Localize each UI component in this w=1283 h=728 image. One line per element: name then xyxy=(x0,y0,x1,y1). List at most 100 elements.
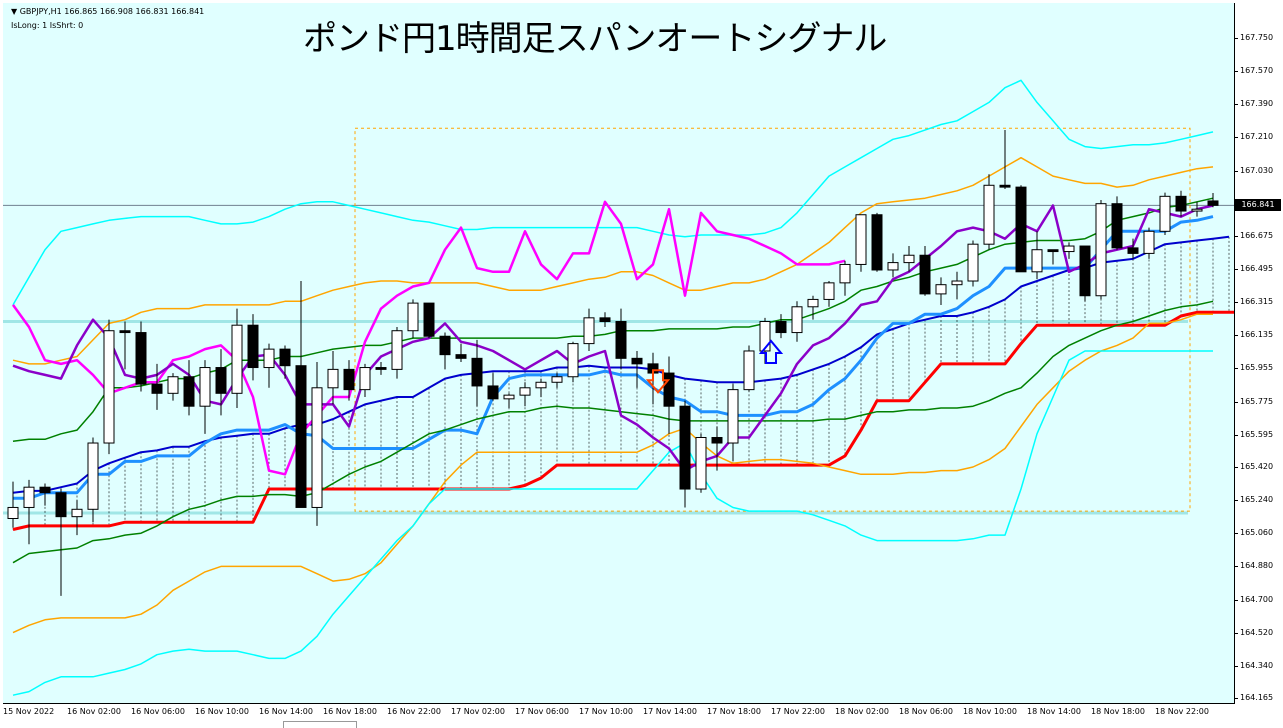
bull-candle xyxy=(519,387,531,396)
time-tick-label: 17 Nov 14:00 xyxy=(643,707,697,716)
bull-candle xyxy=(855,214,867,265)
bull-candle xyxy=(807,298,819,308)
symbol-ohlc-text: GBPJPY,H1 166.865 166.908 166.831 166.84… xyxy=(19,7,205,16)
price-tick-label: 167.390 xyxy=(1240,99,1274,109)
price-tick-mark xyxy=(1234,599,1238,601)
collapse-arrow-icon[interactable]: ▼ xyxy=(11,7,18,16)
time-axis[interactable]: 15 Nov 2022 16 Nov 02:00 16 Nov 06:00 16 No… xyxy=(0,703,1234,727)
bull-candle xyxy=(583,317,595,345)
bull-candle xyxy=(199,367,211,407)
bear-candle xyxy=(1175,195,1187,212)
price-tick-mark xyxy=(1234,302,1238,304)
bear-candle xyxy=(55,492,67,518)
price-tick-mark xyxy=(1234,104,1238,106)
bear-candle xyxy=(663,372,675,407)
price-tick-mark xyxy=(1234,500,1238,502)
price-tick-label: 167.210 xyxy=(1240,132,1274,142)
price-tick-label: 165.240 xyxy=(1240,495,1274,505)
bull-candle xyxy=(1143,230,1155,254)
time-tick-label: 18 Nov 14:00 xyxy=(1027,707,1081,716)
price-tick-label: 167.570 xyxy=(1240,66,1274,76)
price-tick-label: 166.135 xyxy=(1240,330,1274,340)
bull-candle xyxy=(87,442,99,510)
buy-arrow-icon xyxy=(758,339,784,364)
bear-candle xyxy=(455,354,467,359)
bull-candle xyxy=(391,330,403,370)
bull-candle xyxy=(759,321,771,352)
bull-candle xyxy=(743,350,755,391)
bull-candle xyxy=(1063,245,1075,253)
price-tick-label: 166.495 xyxy=(1240,264,1274,274)
bear-candle xyxy=(39,486,51,494)
price-tick-label: 165.595 xyxy=(1240,429,1274,439)
bull-candle xyxy=(311,387,323,508)
bear-candle xyxy=(919,254,931,295)
chart-tab[interactable] xyxy=(283,721,357,728)
bear-candle xyxy=(999,184,1011,188)
bull-candle xyxy=(727,389,739,444)
symbol-info: ▼ GBPJPY,H1 166.865 166.908 166.831 166.… xyxy=(11,7,204,16)
price-axis[interactable]: 167.750 167.570 167.390 167.210 167.030 166.6… xyxy=(1234,0,1283,727)
time-tick-label: 15 Nov 2022 xyxy=(3,707,55,716)
bull-candle xyxy=(71,508,83,518)
plot-area[interactable]: ▼ GBPJPY,H1 166.865 166.908 166.831 166.… xyxy=(3,3,1235,704)
bull-candle xyxy=(903,254,915,264)
bear-candle xyxy=(471,357,483,387)
indicator-line-green_line xyxy=(12,300,1214,564)
bear-candle xyxy=(151,383,163,394)
time-tick-label: 17 Nov 18:00 xyxy=(707,707,761,716)
bear-candle xyxy=(247,324,259,369)
price-tick-mark xyxy=(1234,235,1238,237)
time-tick-label: 18 Nov 18:00 xyxy=(1091,707,1145,716)
time-tick-label: 16 Nov 14:00 xyxy=(259,707,313,716)
bull-candle xyxy=(535,381,547,389)
bull-candle xyxy=(983,184,995,245)
price-tick-mark xyxy=(1234,335,1238,337)
price-chart[interactable] xyxy=(3,3,1234,703)
bull-candle xyxy=(951,280,963,286)
time-tick-label: 17 Nov 10:00 xyxy=(579,707,633,716)
bear-candle xyxy=(375,367,387,370)
indicator-line-cyan_band xyxy=(12,79,1214,306)
bear-candle xyxy=(1015,186,1027,273)
price-tick-label: 165.775 xyxy=(1240,396,1274,406)
chart-title: ポンド円1時間足スパンオートシグナル xyxy=(303,19,887,59)
price-tick-label: 165.955 xyxy=(1240,363,1274,373)
bull-candle xyxy=(327,368,339,389)
bull-candle xyxy=(839,263,851,284)
time-tick-label: 18 Nov 10:00 xyxy=(963,707,1017,716)
bull-candle xyxy=(23,486,35,508)
bear-candle xyxy=(119,330,131,334)
time-tick-label: 17 Nov 02:00 xyxy=(451,707,505,716)
indicator-line-green_line xyxy=(12,197,1214,442)
bear-candle xyxy=(1079,245,1091,297)
bear-candle xyxy=(1127,247,1139,254)
bear-candle xyxy=(775,321,787,334)
time-tick-label: 18 Nov 22:00 xyxy=(1155,707,1209,716)
bear-candle xyxy=(1207,200,1219,206)
bull-candle xyxy=(887,262,899,271)
bear-candle xyxy=(631,357,643,365)
price-tick-mark xyxy=(1234,698,1238,699)
price-tick-mark xyxy=(1234,71,1238,73)
price-tick-label: 164.520 xyxy=(1240,627,1274,637)
bear-candle xyxy=(711,436,723,444)
bull-candle xyxy=(695,436,707,490)
time-tick-label: 16 Nov 18:00 xyxy=(323,707,377,716)
bear-candle xyxy=(183,376,195,407)
bear-candle xyxy=(279,348,291,367)
price-tick-label: 166.675 xyxy=(1240,230,1274,240)
bull-candle xyxy=(359,367,371,391)
time-tick-label: 16 Nov 22:00 xyxy=(387,707,441,716)
price-tick-mark xyxy=(1234,401,1238,403)
bear-candle xyxy=(871,214,883,271)
bull-candle xyxy=(103,330,115,444)
bull-candle xyxy=(1159,195,1171,232)
price-tick-mark xyxy=(1234,434,1238,436)
price-tick-label: 164.165 xyxy=(1240,693,1274,702)
bull-candle xyxy=(791,306,803,334)
price-tick-mark xyxy=(1234,533,1238,535)
sell-arrow-icon xyxy=(645,369,671,394)
indicator-line-lagging_magenta xyxy=(11,200,846,476)
